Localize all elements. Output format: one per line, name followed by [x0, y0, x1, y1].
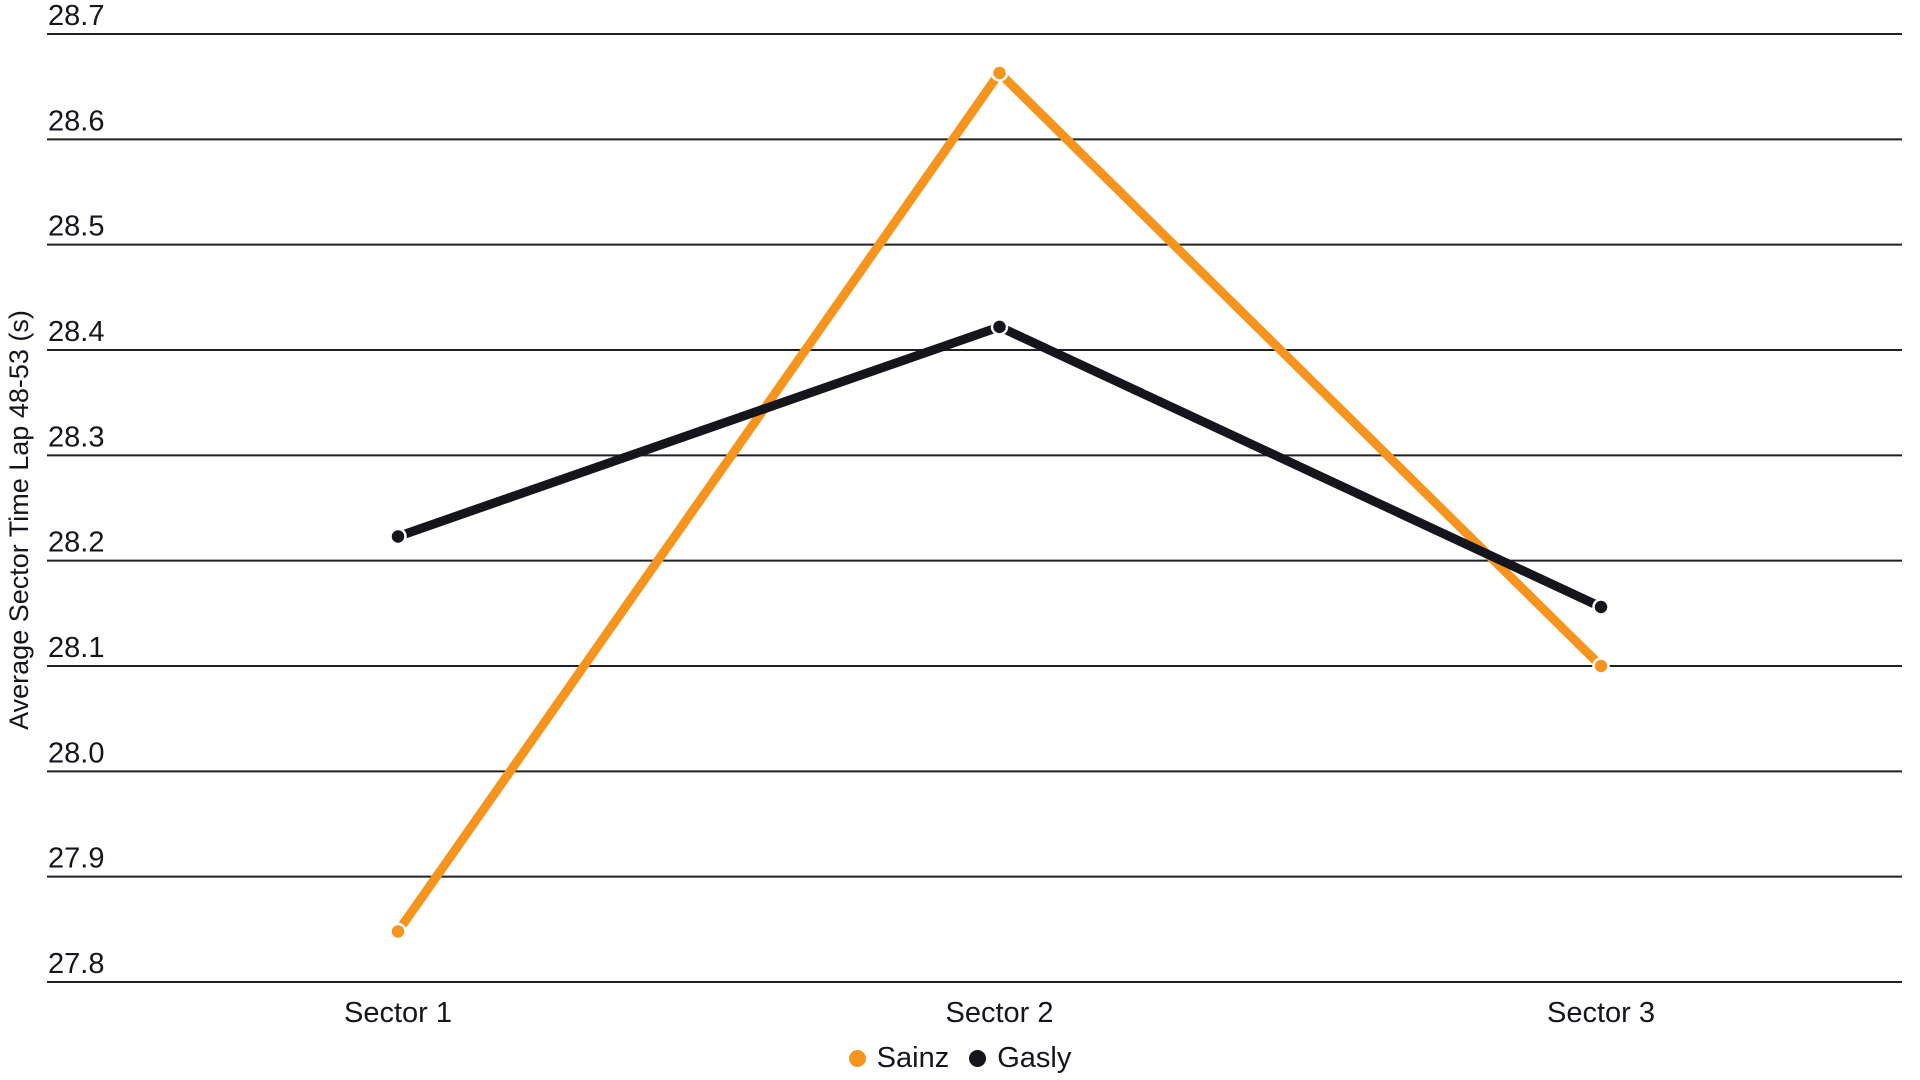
data-point-gasly-sector-1 [389, 527, 407, 546]
y-tick-label-28.6: 28.6 [48, 105, 104, 137]
data-point-sainz-sector-1 [389, 922, 407, 941]
data-point-sainz-sector-3 [1592, 657, 1610, 675]
x-axis-label-sector-2: Sector 2 [946, 997, 1054, 1029]
legend-label-gasly: Gasly [997, 1042, 1072, 1074]
y-axis-title: Average Sector Time Lap 48-53 (s) [4, 310, 34, 730]
y-tick-label-27.9: 27.9 [48, 843, 104, 875]
gridlines [47, 33, 1902, 983]
legend-item-gasly[interactable]: Gasly [969, 1044, 1071, 1073]
y-tick-label-28.7: 28.7 [48, 0, 104, 32]
x-axis-label-sector-3: Sector 3 [1547, 997, 1655, 1029]
y-tick-label-28.1: 28.1 [48, 632, 104, 664]
y-tick-label-28.0: 28.0 [48, 737, 104, 769]
y-tick-label-28.3: 28.3 [48, 421, 104, 453]
y-tick-label-27.8: 27.8 [48, 948, 104, 980]
x-axis-labels: Sector 1 Sector 2 Sector 3 [344, 997, 1655, 1029]
series-lines [389, 64, 1610, 941]
data-point-gasly-sector-3 [1592, 598, 1610, 616]
legend-marker-gasly-icon [969, 1050, 987, 1067]
legend-marker-sainz-icon [848, 1050, 866, 1067]
y-tick-label-28.4: 28.4 [48, 316, 104, 348]
y-axis-tick-labels: 28.7 28.6 28.5 28.4 28.3 28.2 28.1 28.0 27.9 27.8 [48, 0, 104, 980]
legend-label-sainz: Sainz [876, 1042, 950, 1074]
legend: Sainz Gasly [0, 1044, 1920, 1073]
legend-item-sainz[interactable]: Sainz [848, 1042, 950, 1074]
y-tick-label-28.2: 28.2 [48, 527, 104, 559]
series-line-sainz [393, 68, 1606, 936]
data-point-sainz-sector-2 [990, 64, 1009, 82]
x-axis-label-sector-1: Sector 1 [344, 997, 452, 1029]
data-point-gasly-sector-2 [990, 318, 1009, 336]
y-tick-label-28.5: 28.5 [48, 211, 104, 243]
series-line-gasly [393, 322, 1606, 612]
